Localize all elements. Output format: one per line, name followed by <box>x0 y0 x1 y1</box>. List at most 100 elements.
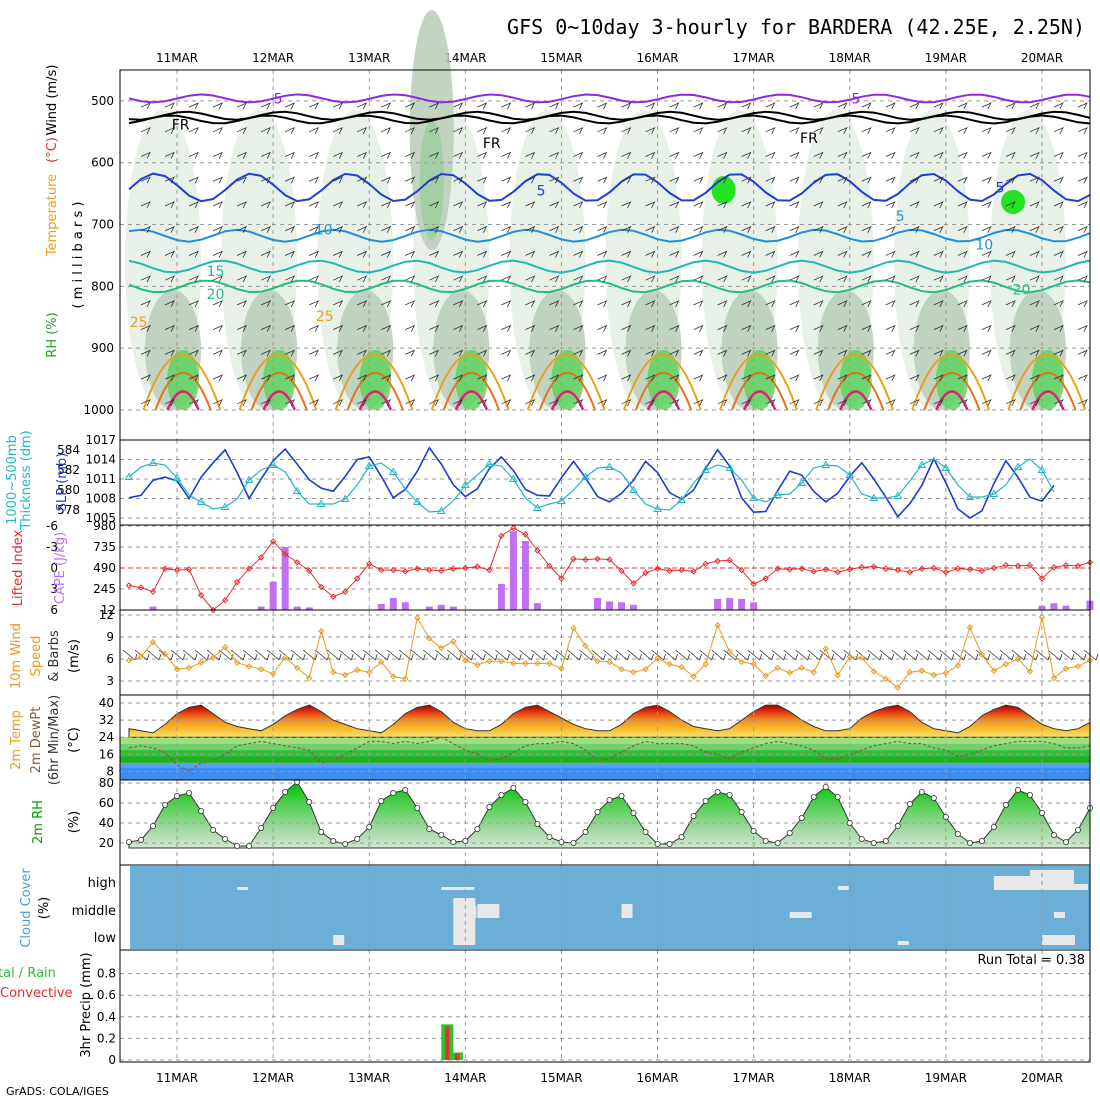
date-axis-bottom: 11MAR 12MAR 13MAR 14MAR 15MAR 16MAR 17MAR 18MAR… <box>156 1071 1063 1085</box>
wind10-point <box>666 660 673 668</box>
wind10-barb <box>435 649 450 661</box>
li-point <box>317 583 325 591</box>
wind-barb <box>813 275 824 283</box>
wind-barb <box>140 398 151 406</box>
wind-barb <box>405 151 416 159</box>
wind-barb <box>789 126 800 134</box>
wind-barb <box>861 324 872 332</box>
wind-barb <box>741 349 752 357</box>
isotherm-30 <box>731 371 789 411</box>
thickness-point <box>196 497 206 505</box>
wind10-point <box>185 664 193 672</box>
wind-barb <box>453 324 464 332</box>
wind10-barb <box>338 649 354 661</box>
wind-barb <box>981 324 992 332</box>
wind-barb <box>693 126 704 134</box>
wind-barb <box>981 398 992 406</box>
wind-barb <box>909 225 920 233</box>
date-label-top: 14MAR <box>444 51 486 65</box>
wind-barb <box>813 126 824 134</box>
wind-barb <box>957 398 968 406</box>
wind-barb <box>525 324 536 332</box>
rh2m-point <box>594 809 601 816</box>
isotherm-line <box>128 93 1091 104</box>
wind10-barb <box>939 649 955 661</box>
wind-barb <box>861 201 872 209</box>
cloud-bg <box>130 866 1090 949</box>
wind-barb <box>669 102 680 110</box>
wind-barb <box>429 300 440 308</box>
wind-barb <box>140 349 151 357</box>
wind10-point <box>245 663 253 670</box>
wind-barb <box>717 225 728 233</box>
thickness-point <box>725 463 734 471</box>
rh2m-point <box>378 798 385 805</box>
date-label-top: 13MAR <box>348 51 390 65</box>
wind-barb <box>357 126 368 134</box>
wind-barb <box>453 201 464 209</box>
wind-barb <box>477 225 488 233</box>
wind-barb <box>741 126 752 134</box>
isotherm-25 <box>1007 353 1087 411</box>
wind-barb <box>188 324 199 332</box>
wind-barb <box>885 151 896 159</box>
wind-barb <box>957 126 968 134</box>
date-label-top: 11MAR <box>156 51 198 65</box>
wind-barb <box>885 275 896 283</box>
wind10-point <box>882 675 889 683</box>
rh2m-point <box>294 779 301 786</box>
thickness-tick: 578 <box>57 503 80 517</box>
wind-barb <box>525 275 536 283</box>
wind-barb <box>333 324 344 332</box>
wind-barb <box>236 374 247 382</box>
wind10-barb <box>699 649 714 661</box>
wind-barb <box>669 398 680 406</box>
wind-barb <box>285 324 296 332</box>
rh2m-point <box>810 794 817 801</box>
wind-barb <box>453 349 464 357</box>
wind-barb <box>381 300 392 308</box>
wind-barb <box>1029 176 1040 184</box>
wind-barb <box>1005 176 1016 184</box>
wind-barb <box>621 275 632 283</box>
cape-bar <box>281 547 289 610</box>
li-point <box>173 566 181 574</box>
precip-label-b: Convective <box>0 986 73 1001</box>
wind10-barb <box>963 649 979 661</box>
li-point <box>930 564 938 572</box>
contour-label: 5 <box>896 209 905 225</box>
wind-barb <box>933 374 944 382</box>
isotherm-line <box>128 259 1091 274</box>
precip-tick: 0.6 <box>97 988 116 1002</box>
thickness-point <box>124 472 134 480</box>
rh2m-point <box>906 801 913 808</box>
wind10-point <box>786 669 793 677</box>
wind-barb <box>260 176 271 184</box>
wind-barb <box>1053 300 1064 308</box>
wind-barb <box>813 324 824 332</box>
wind-barb <box>333 250 344 258</box>
wind10-point <box>462 657 469 664</box>
wind-barb <box>405 324 416 332</box>
run-total-label: Run Total = 0.38 <box>977 953 1085 968</box>
wind-barb <box>405 398 416 406</box>
wind-barb <box>957 374 968 382</box>
wind-barb <box>861 126 872 134</box>
contour-label: 5 <box>537 184 546 200</box>
wind-barb <box>164 201 175 209</box>
wind-barb <box>333 374 344 382</box>
wind-barb <box>429 176 440 184</box>
wind-barb <box>1005 374 1016 382</box>
thickness-point <box>1013 462 1023 470</box>
thickness-point <box>917 460 927 468</box>
wind-barb <box>621 225 632 233</box>
wind-barb <box>164 225 175 233</box>
wind-barb <box>212 374 223 382</box>
wind-barb <box>1029 349 1040 357</box>
wind-barb <box>573 176 584 184</box>
cape-tick: 245 <box>93 582 116 596</box>
wind-barb <box>981 102 992 110</box>
wind-barb <box>501 250 512 258</box>
wind-barb <box>717 250 728 258</box>
wind-barb <box>260 151 271 159</box>
